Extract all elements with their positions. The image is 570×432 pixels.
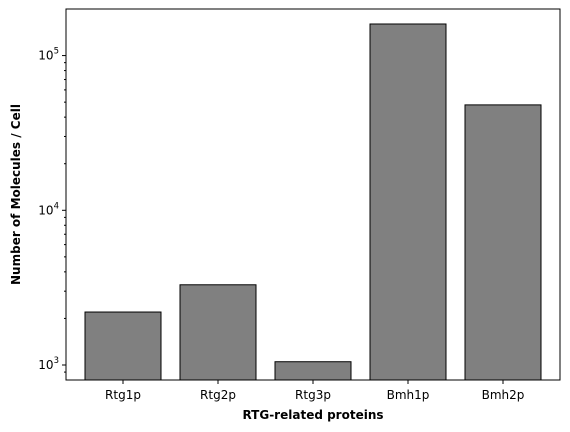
x-tick-label: Rtg3p (295, 388, 331, 402)
plot-frame (65, 8, 561, 381)
y-tick-label: 104 (38, 201, 59, 217)
y-ticks-group: 103 104 105 (38, 47, 66, 373)
bar-bmh1p (369, 23, 447, 381)
y-axis-label: Number of Molecules / Cell (9, 104, 23, 285)
bar-rtg1p (84, 311, 162, 381)
x-tick-label: Bmh1p (387, 388, 430, 402)
y-tick-label: 103 (38, 356, 59, 372)
x-tick-label: Rtg1p (105, 388, 141, 402)
bars-group (84, 23, 542, 381)
bar-rtg3p (274, 361, 352, 381)
bar-rtg2p (179, 284, 257, 381)
x-ticks-group: Rtg1p Rtg2p Rtg3p Bmh1p Bmh2p (105, 380, 524, 402)
bar-bmh2p (464, 104, 542, 381)
y-tick-label: 105 (38, 47, 59, 63)
x-tick-label: Rtg2p (200, 388, 236, 402)
x-tick-label: Bmh2p (482, 388, 525, 402)
x-axis-label: RTG-related proteins (242, 408, 383, 422)
